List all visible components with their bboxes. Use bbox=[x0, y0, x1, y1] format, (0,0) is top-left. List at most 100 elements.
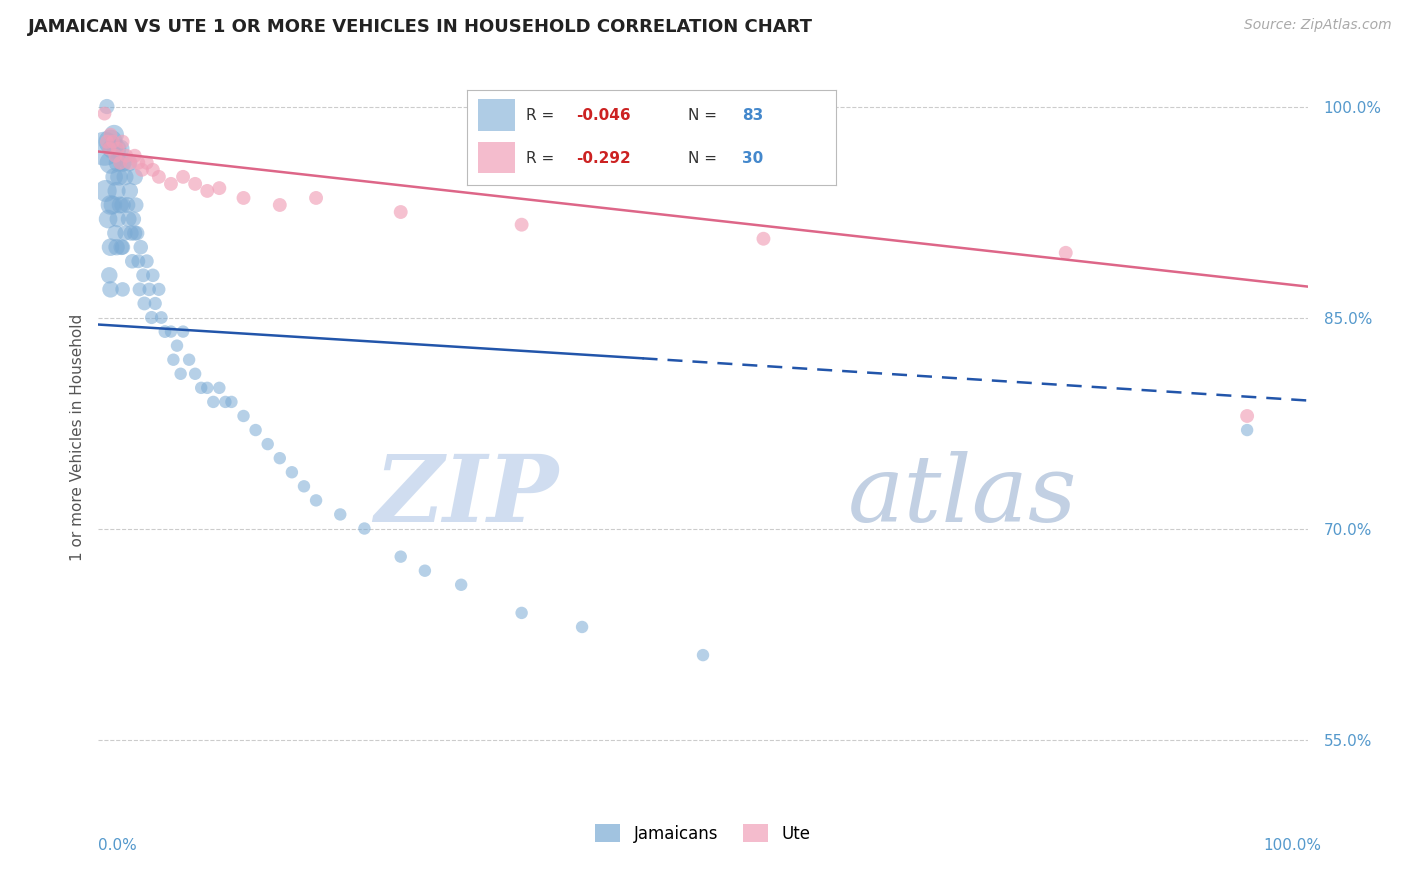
Point bbox=[93, 142, 115, 156]
Point bbox=[115, 149, 138, 163]
Point bbox=[108, 169, 131, 184]
Point bbox=[142, 162, 165, 177]
Point bbox=[121, 254, 143, 268]
Point bbox=[1236, 409, 1258, 423]
Point bbox=[172, 169, 194, 184]
Point bbox=[162, 352, 184, 367]
Point bbox=[179, 352, 201, 367]
Point bbox=[450, 578, 472, 592]
Point bbox=[118, 184, 141, 198]
Point bbox=[269, 451, 291, 466]
Point bbox=[389, 205, 412, 219]
Point bbox=[232, 191, 254, 205]
Point bbox=[269, 198, 291, 212]
Point bbox=[214, 395, 236, 409]
Point bbox=[160, 325, 183, 339]
Point bbox=[128, 282, 150, 296]
Point bbox=[129, 240, 152, 254]
Point bbox=[101, 135, 124, 149]
Point bbox=[124, 169, 146, 184]
Point bbox=[100, 198, 122, 212]
Point bbox=[127, 254, 149, 268]
Text: JAMAICAN VS UTE 1 OR MORE VEHICLES IN HOUSEHOLD CORRELATION CHART: JAMAICAN VS UTE 1 OR MORE VEHICLES IN HO… bbox=[28, 18, 813, 36]
Point bbox=[150, 310, 173, 325]
Point bbox=[100, 155, 122, 169]
Point bbox=[160, 177, 183, 191]
Point bbox=[134, 296, 156, 310]
Point bbox=[142, 268, 165, 283]
Point bbox=[105, 184, 128, 198]
Text: Source: ZipAtlas.com: Source: ZipAtlas.com bbox=[1244, 18, 1392, 32]
Point bbox=[100, 240, 122, 254]
Point bbox=[107, 212, 129, 227]
Point bbox=[135, 254, 157, 268]
Point bbox=[98, 142, 121, 156]
Point bbox=[108, 155, 131, 169]
Point bbox=[184, 367, 207, 381]
Point bbox=[100, 135, 122, 149]
Text: 100.0%: 100.0% bbox=[1264, 838, 1322, 854]
Point bbox=[117, 198, 139, 212]
Text: atlas: atlas bbox=[848, 450, 1077, 541]
Point bbox=[132, 268, 155, 283]
Point bbox=[127, 226, 149, 240]
Point bbox=[208, 181, 231, 195]
Point bbox=[256, 437, 278, 451]
Point bbox=[135, 155, 157, 169]
Point bbox=[107, 155, 129, 169]
Point bbox=[103, 169, 125, 184]
Point bbox=[389, 549, 412, 564]
Point bbox=[202, 395, 225, 409]
Point bbox=[166, 338, 188, 352]
Point bbox=[692, 648, 714, 662]
Point bbox=[245, 423, 267, 437]
Point bbox=[108, 198, 131, 212]
Point bbox=[118, 155, 141, 169]
Point bbox=[305, 191, 328, 205]
Point bbox=[141, 310, 163, 325]
Point bbox=[208, 381, 231, 395]
Point bbox=[510, 218, 533, 232]
Point bbox=[114, 226, 136, 240]
Point bbox=[125, 198, 148, 212]
Point bbox=[110, 240, 132, 254]
Point bbox=[184, 177, 207, 191]
Point bbox=[190, 381, 212, 395]
Point bbox=[1236, 423, 1258, 437]
Point bbox=[138, 282, 160, 296]
Point bbox=[103, 128, 125, 142]
Point bbox=[93, 106, 115, 120]
Point bbox=[148, 169, 170, 184]
Point bbox=[104, 149, 127, 163]
Point bbox=[98, 268, 121, 283]
Point bbox=[169, 367, 191, 381]
Point bbox=[118, 155, 141, 169]
Point bbox=[127, 155, 149, 169]
Point bbox=[100, 128, 122, 142]
Point bbox=[232, 409, 254, 423]
Point bbox=[752, 232, 775, 246]
Point bbox=[131, 162, 153, 177]
Point bbox=[114, 169, 136, 184]
Point bbox=[510, 606, 533, 620]
Point bbox=[292, 479, 315, 493]
Point bbox=[97, 212, 120, 227]
Point bbox=[221, 395, 243, 409]
Point bbox=[148, 282, 170, 296]
Point bbox=[100, 282, 122, 296]
Point bbox=[1054, 245, 1077, 260]
Point bbox=[111, 198, 134, 212]
Text: ZIP: ZIP bbox=[374, 450, 558, 541]
Point bbox=[305, 493, 328, 508]
Point bbox=[108, 142, 131, 156]
Point bbox=[122, 212, 145, 227]
Text: 0.0%: 0.0% bbox=[98, 838, 138, 854]
Point bbox=[124, 149, 146, 163]
Point bbox=[172, 325, 194, 339]
Point bbox=[96, 135, 118, 149]
Y-axis label: 1 or more Vehicles in Household: 1 or more Vehicles in Household bbox=[69, 313, 84, 561]
Legend: Jamaicans, Ute: Jamaicans, Ute bbox=[589, 818, 817, 849]
Point bbox=[105, 142, 128, 156]
Point bbox=[105, 240, 128, 254]
Point bbox=[329, 508, 352, 522]
